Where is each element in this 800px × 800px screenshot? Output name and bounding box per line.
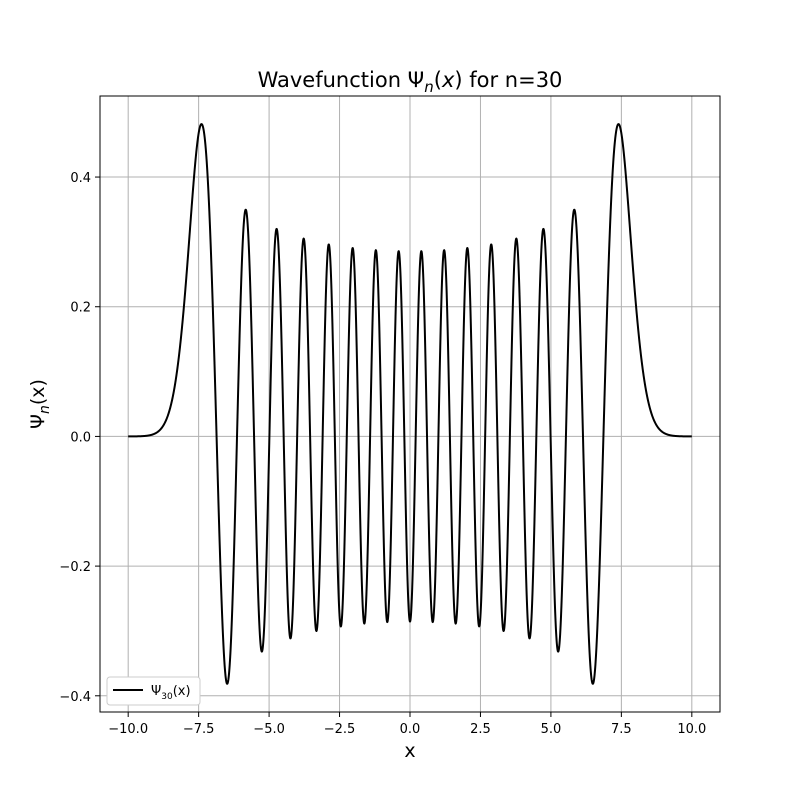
y-tick-label: −0.4 bbox=[59, 690, 91, 705]
legend-entry-label: Ψ30(x) bbox=[151, 684, 191, 702]
tick-labels: −10.0 −7.5 −5.0 −2.5 0.0 2.5 5.0 7.5 10.0 −0.4 −0.… bbox=[59, 171, 706, 737]
x-tick-label: 2.5 bbox=[470, 722, 491, 737]
x-tick-label: −7.5 bbox=[183, 722, 215, 737]
x-axis-label: x bbox=[404, 740, 415, 762]
tick-marks bbox=[95, 176, 693, 717]
x-tick-label: −10.0 bbox=[108, 722, 148, 737]
x-tick-label: −2.5 bbox=[324, 722, 356, 737]
y-tick-label: 0.0 bbox=[70, 430, 91, 445]
x-tick-label: 7.5 bbox=[611, 722, 632, 737]
series-line-psi30 bbox=[127, 123, 693, 685]
y-tick-label: 0.2 bbox=[70, 301, 91, 316]
legend: Ψ30(x) bbox=[106, 676, 201, 706]
y-tick-label: −0.2 bbox=[59, 560, 91, 575]
chart-title: Wavefunction Ψn(x) for n=30 bbox=[258, 68, 563, 96]
legend-box bbox=[106, 676, 201, 706]
plot-area bbox=[127, 123, 693, 685]
grid bbox=[100, 96, 720, 712]
y-tick-label: 0.4 bbox=[70, 171, 91, 186]
x-tick-label: 5.0 bbox=[541, 722, 562, 737]
x-tick-label: 0.0 bbox=[400, 722, 421, 737]
x-tick-label: −5.0 bbox=[253, 722, 285, 737]
y-axis-label: Ψn(x) bbox=[27, 379, 53, 429]
x-tick-label: 10.0 bbox=[677, 722, 706, 737]
